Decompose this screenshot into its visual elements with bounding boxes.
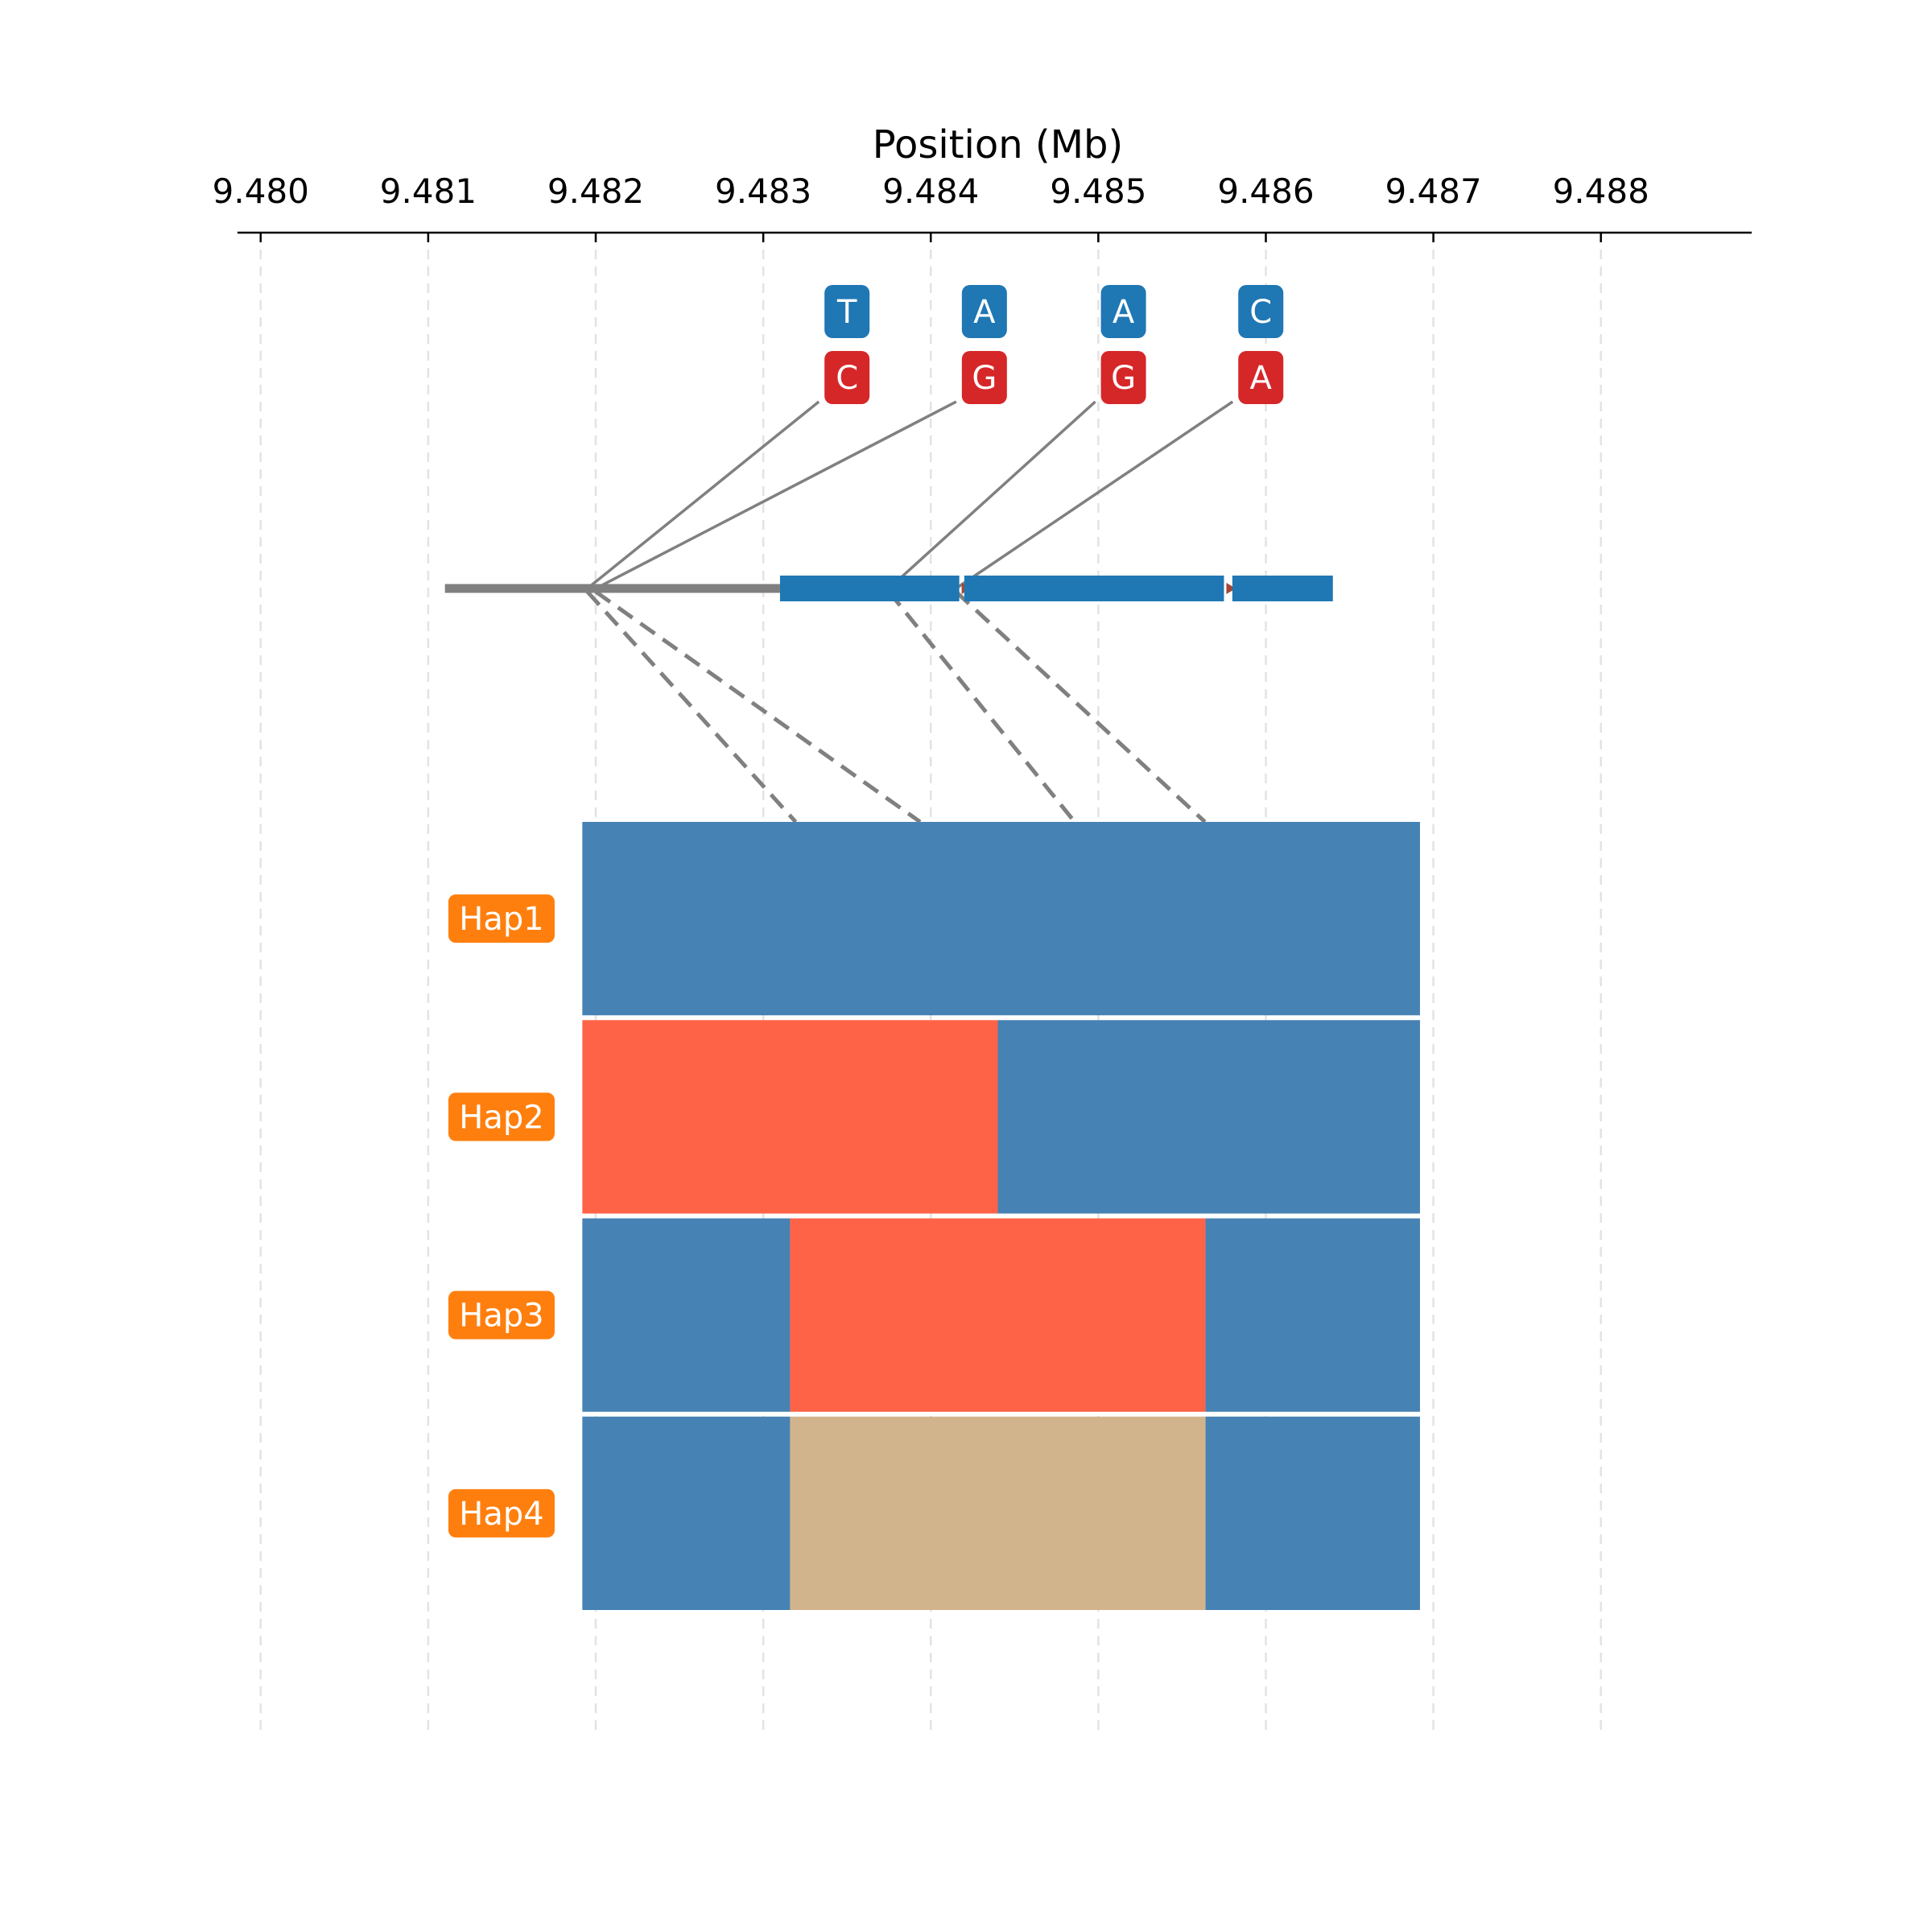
variant-connector-dashed bbox=[594, 589, 922, 824]
alt-allele-label: A bbox=[1250, 360, 1273, 397]
haplotype-label-box bbox=[448, 1488, 555, 1538]
x-axis-ticks: 9.480 9.481 9.482 9.483 9.484 9.485 9.486 9.487… bbox=[213, 171, 1649, 242]
ref-allele-label: A bbox=[1113, 294, 1135, 331]
haplotype-segment bbox=[1205, 1218, 1420, 1412]
haplotype-label-box bbox=[448, 1092, 555, 1141]
alt-allele-box bbox=[961, 351, 1007, 404]
exon-block bbox=[779, 576, 960, 601]
alt-allele-label: G bbox=[972, 360, 997, 397]
ref-allele-label: A bbox=[973, 294, 996, 331]
ref-allele-box bbox=[961, 285, 1007, 338]
alt-allele-box bbox=[824, 351, 870, 404]
tick-label: 9.487 bbox=[1385, 171, 1481, 211]
haplotype-label: Hap4 bbox=[459, 1496, 543, 1533]
alt-allele-label: C bbox=[836, 360, 858, 397]
tick-label: 9.481 bbox=[380, 171, 477, 211]
haplotype-label: Hap3 bbox=[459, 1298, 543, 1335]
tick-label: 9.480 bbox=[213, 171, 309, 211]
gene-model bbox=[444, 576, 1333, 601]
exon-block bbox=[964, 576, 1224, 601]
ref-allele-box bbox=[1238, 285, 1284, 338]
strand-arrow bbox=[1226, 583, 1236, 594]
tick-label: 9.483 bbox=[715, 171, 811, 211]
haplotype-segment bbox=[997, 1020, 1420, 1214]
tick-label: 9.484 bbox=[882, 171, 979, 211]
variant-connectors bbox=[585, 400, 1234, 824]
x-axis: Position (Mb) bbox=[237, 122, 1752, 234]
alt-allele-box bbox=[1100, 351, 1146, 404]
tick-label: 9.486 bbox=[1217, 171, 1314, 211]
haplotype-label-box bbox=[448, 1290, 555, 1340]
tick-label: 9.488 bbox=[1553, 171, 1649, 211]
haplotype-label: Hap2 bbox=[459, 1099, 543, 1136]
x-axis-title: Position (Mb) bbox=[873, 122, 1123, 167]
haplotype-segment bbox=[582, 822, 1420, 1016]
ref-allele-box bbox=[1100, 285, 1146, 338]
haplotype-segment bbox=[1205, 1416, 1420, 1610]
haplotype-label: Hap1 bbox=[459, 901, 543, 938]
variant-connector-dashed bbox=[585, 590, 798, 824]
variant-connector-solid bbox=[595, 400, 957, 590]
variant-connector-solid bbox=[888, 400, 1096, 590]
alt-allele-label: G bbox=[1111, 360, 1136, 397]
ref-allele-label: C bbox=[1249, 294, 1272, 331]
tick-label: 9.482 bbox=[547, 171, 644, 211]
variant-connector-solid bbox=[955, 400, 1234, 590]
tick-label: 9.485 bbox=[1050, 171, 1146, 211]
ref-allele-box bbox=[824, 285, 870, 338]
alt-allele-box bbox=[1238, 351, 1284, 404]
haplotype-segment bbox=[582, 1416, 791, 1610]
variant-connector-dashed bbox=[887, 590, 1076, 824]
haplotype-segment bbox=[790, 1218, 1206, 1412]
haplotype-segment bbox=[582, 1218, 791, 1412]
variant-connector-solid bbox=[586, 400, 820, 590]
exon-block bbox=[1232, 576, 1333, 601]
variant-connector-dashed bbox=[954, 590, 1207, 824]
haplotype-label-box bbox=[448, 894, 555, 943]
ref-allele-label: T bbox=[836, 294, 857, 331]
haplotype-blocks: Hap1 Hap2 Hap3 Hap4 bbox=[448, 822, 1420, 1610]
haplotype-segment bbox=[582, 1020, 998, 1214]
haplotype-segment bbox=[790, 1416, 1206, 1610]
